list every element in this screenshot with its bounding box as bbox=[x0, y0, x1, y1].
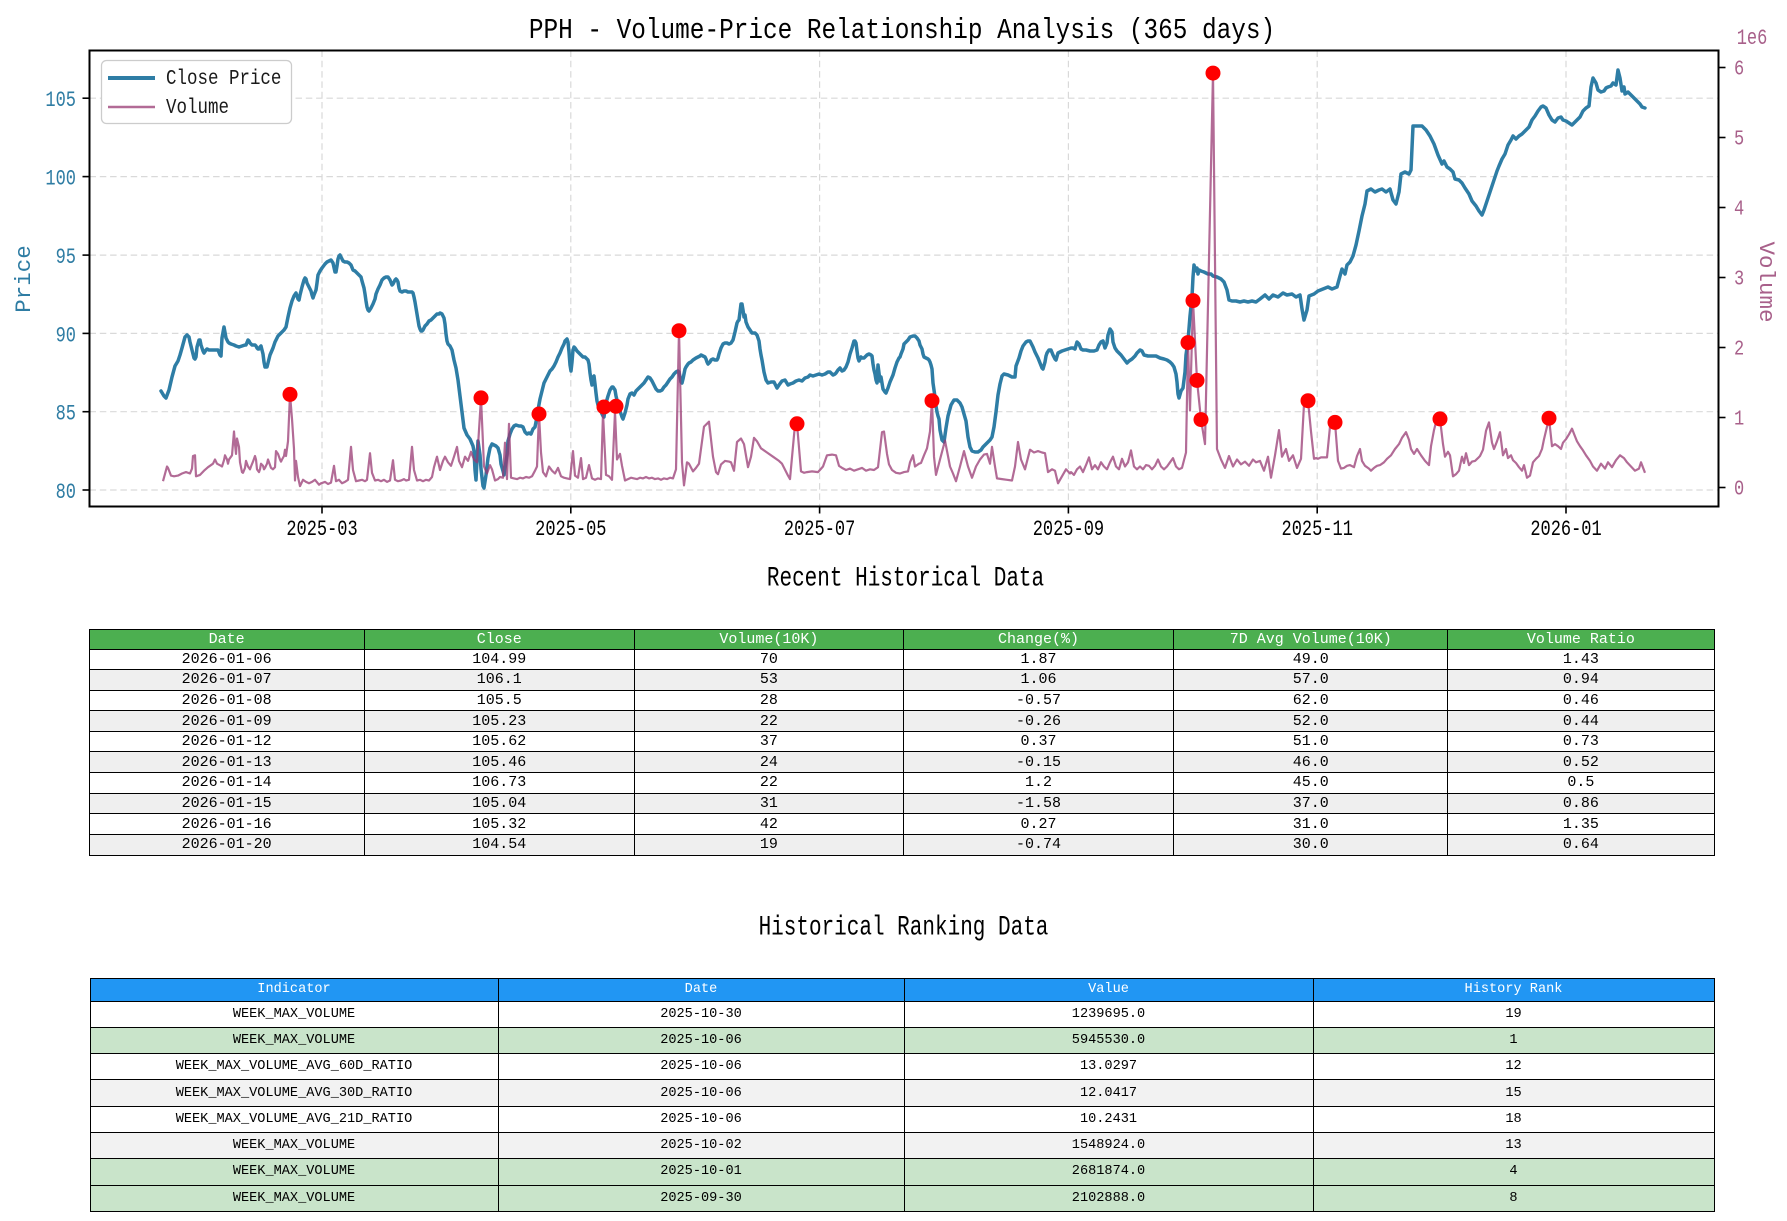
svg-text:2: 2 bbox=[1734, 337, 1744, 361]
svg-text:2025-11: 2025-11 bbox=[1282, 517, 1353, 542]
svg-text:1e6: 1e6 bbox=[1737, 26, 1768, 51]
svg-text:2025-05: 2025-05 bbox=[535, 517, 606, 542]
svg-text:Close Price: Close Price bbox=[166, 67, 281, 91]
svg-text:2026-01: 2026-01 bbox=[1530, 517, 1601, 542]
svg-text:95: 95 bbox=[56, 245, 76, 270]
svg-text:Price: Price bbox=[11, 245, 37, 313]
svg-text:80: 80 bbox=[56, 480, 76, 505]
svg-text:105: 105 bbox=[45, 88, 76, 113]
svg-text:3: 3 bbox=[1734, 267, 1744, 291]
svg-text:0: 0 bbox=[1734, 477, 1744, 501]
svg-text:Volume: Volume bbox=[1753, 241, 1779, 322]
svg-text:5: 5 bbox=[1734, 127, 1744, 151]
svg-text:PPH - Volume-Price Relationshi: PPH - Volume-Price Relationship Analysis… bbox=[529, 15, 1275, 47]
svg-text:4: 4 bbox=[1734, 197, 1744, 221]
svg-text:85: 85 bbox=[56, 402, 76, 427]
svg-text:2025-07: 2025-07 bbox=[784, 517, 855, 542]
svg-text:Volume: Volume bbox=[166, 96, 229, 120]
svg-text:1: 1 bbox=[1734, 407, 1744, 431]
svg-text:90: 90 bbox=[56, 323, 76, 348]
svg-text:2025-03: 2025-03 bbox=[286, 517, 357, 542]
svg-text:6: 6 bbox=[1734, 57, 1744, 81]
svg-text:100: 100 bbox=[45, 167, 76, 192]
svg-text:2025-09: 2025-09 bbox=[1033, 517, 1104, 542]
